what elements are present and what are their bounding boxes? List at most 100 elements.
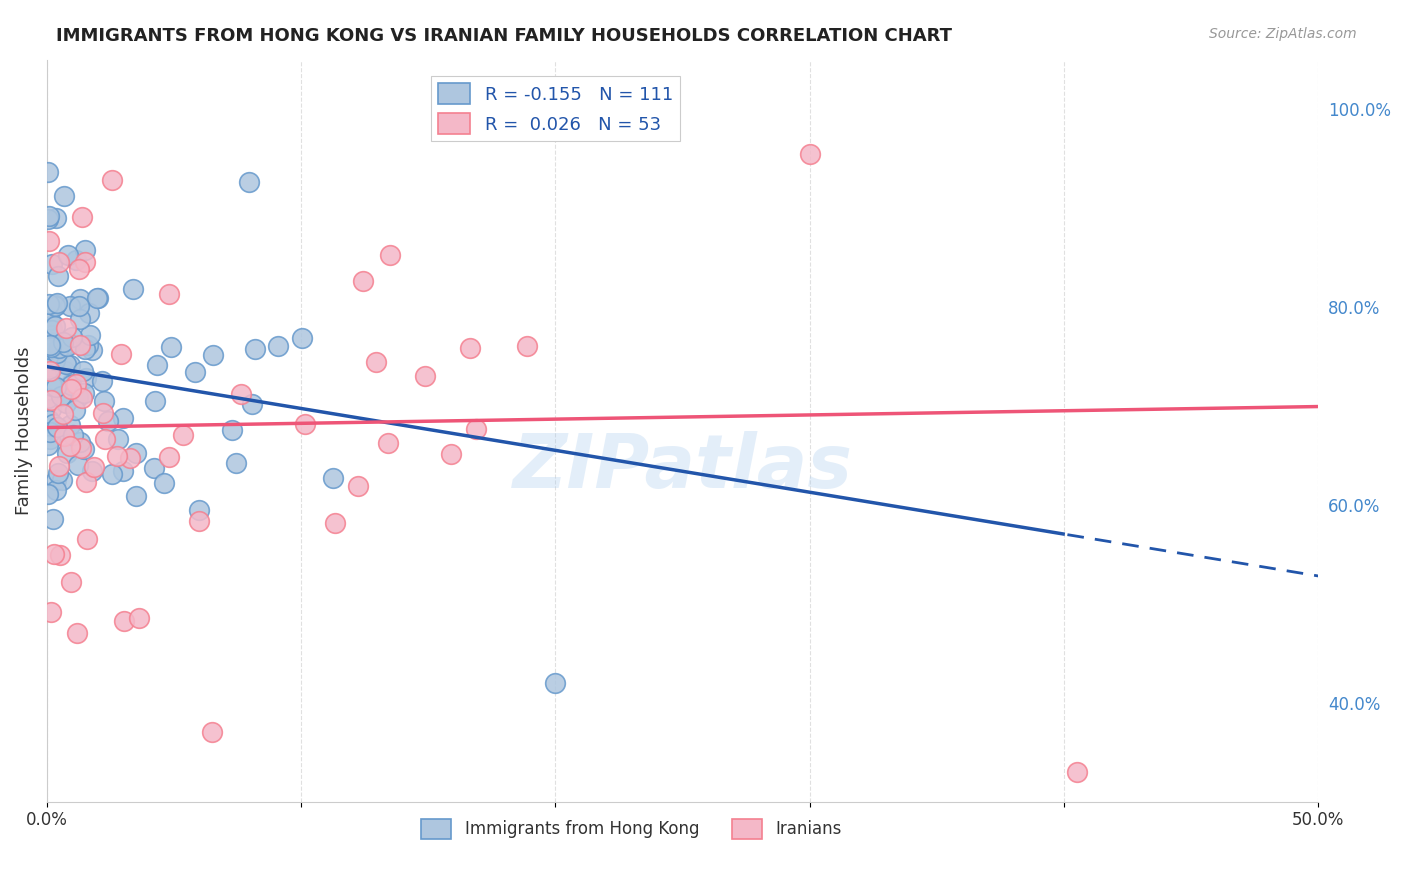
Point — [72, 364, 94, 378]
Point — [51, 389, 73, 403]
Point — [347, 479, 370, 493]
Point — [413, 369, 436, 384]
Point — [201, 725, 224, 739]
Point — [157, 287, 180, 301]
Point — [39, 425, 62, 439]
Point — [294, 417, 316, 431]
Point — [46, 466, 69, 480]
Point — [240, 397, 263, 411]
Point — [69, 434, 91, 449]
Point — [51, 341, 73, 355]
Point — [60, 330, 83, 344]
Point — [73, 442, 96, 457]
Point — [153, 476, 176, 491]
Point — [52, 408, 75, 422]
Point — [41, 417, 63, 431]
Point — [45, 420, 67, 434]
Point — [76, 533, 98, 547]
Point — [38, 342, 60, 356]
Point — [73, 342, 96, 356]
Point — [44, 299, 66, 313]
Point — [77, 306, 100, 320]
Point — [79, 328, 101, 343]
Point — [111, 464, 134, 478]
Point — [45, 346, 67, 360]
Point — [55, 321, 77, 335]
Point — [121, 282, 143, 296]
Point — [157, 450, 180, 464]
Point — [39, 392, 62, 407]
Point — [323, 516, 346, 530]
Point — [48, 425, 70, 439]
Point — [799, 146, 821, 161]
Point — [63, 403, 86, 417]
Point — [188, 514, 211, 528]
Point — [516, 339, 538, 353]
Point — [70, 391, 93, 405]
Point — [69, 312, 91, 326]
Y-axis label: Family Households: Family Households — [15, 346, 32, 515]
Point — [52, 334, 75, 349]
Point — [112, 614, 135, 628]
Point — [86, 291, 108, 305]
Point — [37, 211, 59, 226]
Point — [70, 442, 93, 456]
Point — [46, 269, 69, 284]
Point — [55, 395, 77, 409]
Point — [59, 298, 82, 312]
Point — [38, 413, 60, 427]
Point — [267, 339, 290, 353]
Point — [45, 424, 67, 438]
Point — [41, 257, 63, 271]
Point — [56, 446, 79, 460]
Point — [39, 364, 62, 378]
Point — [39, 338, 62, 352]
Point — [110, 346, 132, 360]
Point — [44, 547, 66, 561]
Point — [458, 341, 481, 355]
Point — [291, 331, 314, 345]
Point — [67, 261, 90, 276]
Point — [41, 323, 63, 337]
Point — [59, 418, 82, 433]
Point — [118, 451, 141, 466]
Point — [38, 234, 60, 248]
Point — [55, 357, 77, 371]
Point — [37, 391, 59, 405]
Point — [44, 352, 66, 367]
Point — [75, 371, 97, 385]
Point — [91, 406, 114, 420]
Point — [55, 339, 77, 353]
Point — [465, 422, 488, 436]
Point — [39, 401, 62, 416]
Point — [125, 446, 148, 460]
Point — [41, 512, 63, 526]
Point — [45, 298, 67, 312]
Point — [238, 176, 260, 190]
Point — [188, 503, 211, 517]
Point — [59, 378, 82, 392]
Point — [38, 297, 60, 311]
Point — [45, 483, 67, 498]
Point — [39, 319, 62, 334]
Point — [39, 313, 62, 327]
Point — [73, 243, 96, 257]
Point — [366, 355, 388, 369]
Point — [128, 611, 150, 625]
Point — [65, 252, 87, 267]
Point — [41, 336, 63, 351]
Point — [97, 414, 120, 428]
Point — [48, 255, 70, 269]
Point — [46, 295, 69, 310]
Legend: Immigrants from Hong Kong, Iranians: Immigrants from Hong Kong, Iranians — [415, 813, 849, 846]
Point — [48, 347, 70, 361]
Point — [201, 348, 224, 362]
Point — [184, 366, 207, 380]
Point — [142, 460, 165, 475]
Point — [62, 428, 84, 442]
Point — [146, 358, 169, 372]
Point — [73, 255, 96, 269]
Point — [38, 210, 60, 224]
Point — [37, 438, 59, 452]
Point — [67, 299, 90, 313]
